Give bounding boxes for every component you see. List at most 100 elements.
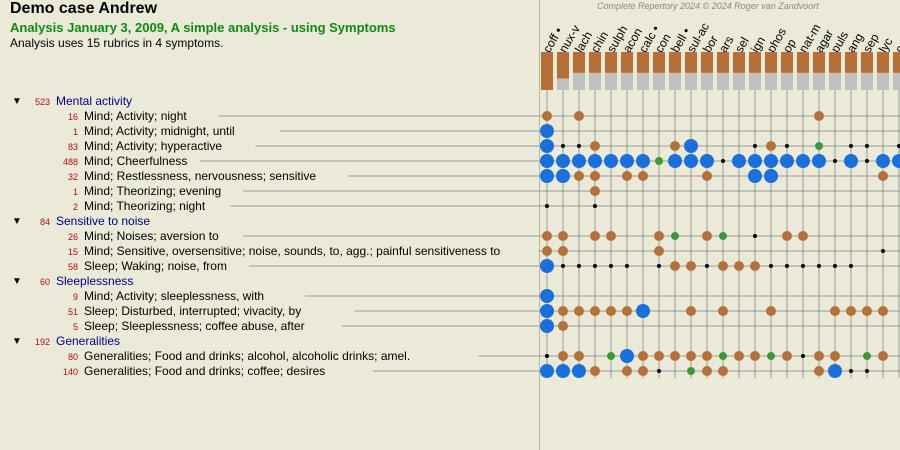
grade-dot[interactable] xyxy=(897,144,900,148)
grade-dot[interactable] xyxy=(540,139,554,153)
rubric-row[interactable]: 32 Mind; Restlessness, nervousness; sensi… xyxy=(0,169,540,183)
grade-dot[interactable] xyxy=(558,306,568,316)
grade-dot[interactable] xyxy=(862,306,872,316)
grade-dot[interactable] xyxy=(780,154,794,168)
grade-dot[interactable] xyxy=(878,351,888,361)
grade-dot[interactable] xyxy=(577,144,581,148)
grade-dot[interactable] xyxy=(574,306,584,316)
grade-dot[interactable] xyxy=(769,264,773,268)
rubric-row[interactable]: 2 Mind; Theorizing; night xyxy=(0,199,540,213)
grade-dot[interactable] xyxy=(590,231,600,241)
grade-dot[interactable] xyxy=(638,171,648,181)
grade-dot[interactable] xyxy=(892,154,900,168)
grade-dot[interactable] xyxy=(764,169,778,183)
grade-dot[interactable] xyxy=(702,351,712,361)
symptom-label[interactable]: Sleeplessness xyxy=(56,274,134,288)
grade-dot[interactable] xyxy=(785,264,789,268)
grade-dot[interactable] xyxy=(865,144,869,148)
rubric-row[interactable]: 26 Mind; Noises; aversion to xyxy=(0,229,540,243)
grade-dot[interactable] xyxy=(620,154,634,168)
grade-dot[interactable] xyxy=(865,369,869,373)
panel-divider[interactable] xyxy=(539,0,540,450)
grade-dot[interactable] xyxy=(753,144,757,148)
grade-dot[interactable] xyxy=(801,354,805,358)
rubric-label[interactable]: Mind; Activity; sleeplessness, with xyxy=(84,289,265,303)
grade-dot[interactable] xyxy=(558,246,568,256)
grade-dot[interactable] xyxy=(607,352,615,360)
grade-dot[interactable] xyxy=(668,154,682,168)
grade-dot[interactable] xyxy=(657,369,661,373)
grade-dot[interactable] xyxy=(654,231,664,241)
grade-dot[interactable] xyxy=(833,264,837,268)
grade-dot[interactable] xyxy=(593,264,597,268)
grade-dot[interactable] xyxy=(670,351,680,361)
grade-dot[interactable] xyxy=(604,154,618,168)
grade-dot[interactable] xyxy=(748,169,762,183)
grade-dot[interactable] xyxy=(686,261,696,271)
rubric-row[interactable]: 9 Mind; Activity; sleeplessness, with xyxy=(0,289,540,303)
grade-dot[interactable] xyxy=(606,231,616,241)
rubric-row[interactable]: 488 Mind; Cheerfulness xyxy=(0,154,540,168)
grade-dot[interactable] xyxy=(684,154,698,168)
grade-dot[interactable] xyxy=(732,154,746,168)
grade-dot[interactable] xyxy=(622,171,632,181)
rubric-label[interactable]: Mind; Activity; night xyxy=(84,109,187,123)
grade-dot[interactable] xyxy=(702,171,712,181)
rubric-row[interactable]: 1 Mind; Activity; midnight, until xyxy=(0,124,540,138)
rubric-row[interactable]: 16 Mind; Activity; night xyxy=(0,109,540,123)
expand-triangle-icon[interactable]: ▼ xyxy=(12,216,22,227)
grade-dot[interactable] xyxy=(812,154,826,168)
grade-dot[interactable] xyxy=(849,144,853,148)
grade-dot[interactable] xyxy=(750,351,760,361)
grade-dot[interactable] xyxy=(556,169,570,183)
grade-dot[interactable] xyxy=(654,351,664,361)
grade-dot[interactable] xyxy=(764,154,778,168)
grade-dot[interactable] xyxy=(545,354,549,358)
grade-dot[interactable] xyxy=(814,366,824,376)
expand-triangle-icon[interactable]: ▼ xyxy=(12,336,22,347)
grade-dot[interactable] xyxy=(719,352,727,360)
rubric-row[interactable]: 15 Mind; Sensitive, oversensitive; noise,… xyxy=(0,244,540,258)
grade-dot[interactable] xyxy=(588,154,602,168)
symptom-label[interactable]: Sensitive to noise xyxy=(56,214,151,228)
grade-dot[interactable] xyxy=(558,321,568,331)
grade-dot[interactable] xyxy=(572,154,586,168)
grade-dot[interactable] xyxy=(671,232,679,240)
rubric-label[interactable]: Generalities; Food and drinks; alcohol, … xyxy=(84,349,411,363)
grade-dot[interactable] xyxy=(638,366,648,376)
grade-dot[interactable] xyxy=(572,364,586,378)
rubric-label[interactable]: Mind; Sensitive, oversensitive; noise, s… xyxy=(84,244,501,258)
grade-dot[interactable] xyxy=(849,369,853,373)
grade-dot[interactable] xyxy=(574,351,584,361)
grade-dot[interactable] xyxy=(702,231,712,241)
grade-dot[interactable] xyxy=(734,351,744,361)
grade-dot[interactable] xyxy=(753,234,757,238)
grade-dot[interactable] xyxy=(606,306,616,316)
grade-dot[interactable] xyxy=(540,304,554,318)
grade-dot[interactable] xyxy=(705,264,709,268)
grade-dot[interactable] xyxy=(684,139,698,153)
symptom-row[interactable]: ▼ 192 Generalities xyxy=(0,334,540,348)
rubric-row[interactable]: 83 Mind; Activity; hyperactive xyxy=(0,139,540,153)
grade-dot[interactable] xyxy=(540,289,554,303)
grade-dot[interactable] xyxy=(556,154,570,168)
grade-dot[interactable] xyxy=(766,306,776,316)
grade-dot[interactable] xyxy=(540,319,554,333)
grade-dot[interactable] xyxy=(670,261,680,271)
grade-dot[interactable] xyxy=(556,364,570,378)
rubric-label[interactable]: Mind; Theorizing; night xyxy=(84,199,206,213)
grade-dot[interactable] xyxy=(540,124,554,138)
grade-dot[interactable] xyxy=(865,159,869,163)
symptom-label[interactable]: Generalities xyxy=(56,334,121,348)
grade-dot[interactable] xyxy=(670,141,680,151)
grade-dot[interactable] xyxy=(748,154,762,168)
grade-dot[interactable] xyxy=(540,364,554,378)
grade-dot[interactable] xyxy=(849,264,853,268)
grade-dot[interactable] xyxy=(561,144,565,148)
grade-dot[interactable] xyxy=(622,306,632,316)
grade-dot[interactable] xyxy=(655,157,663,165)
grade-dot[interactable] xyxy=(687,367,695,375)
grade-dot[interactable] xyxy=(767,352,775,360)
grade-dot[interactable] xyxy=(814,111,824,121)
rubric-row[interactable]: 51 Sleep; Disturbed, interrupted; vivacit… xyxy=(0,304,540,318)
